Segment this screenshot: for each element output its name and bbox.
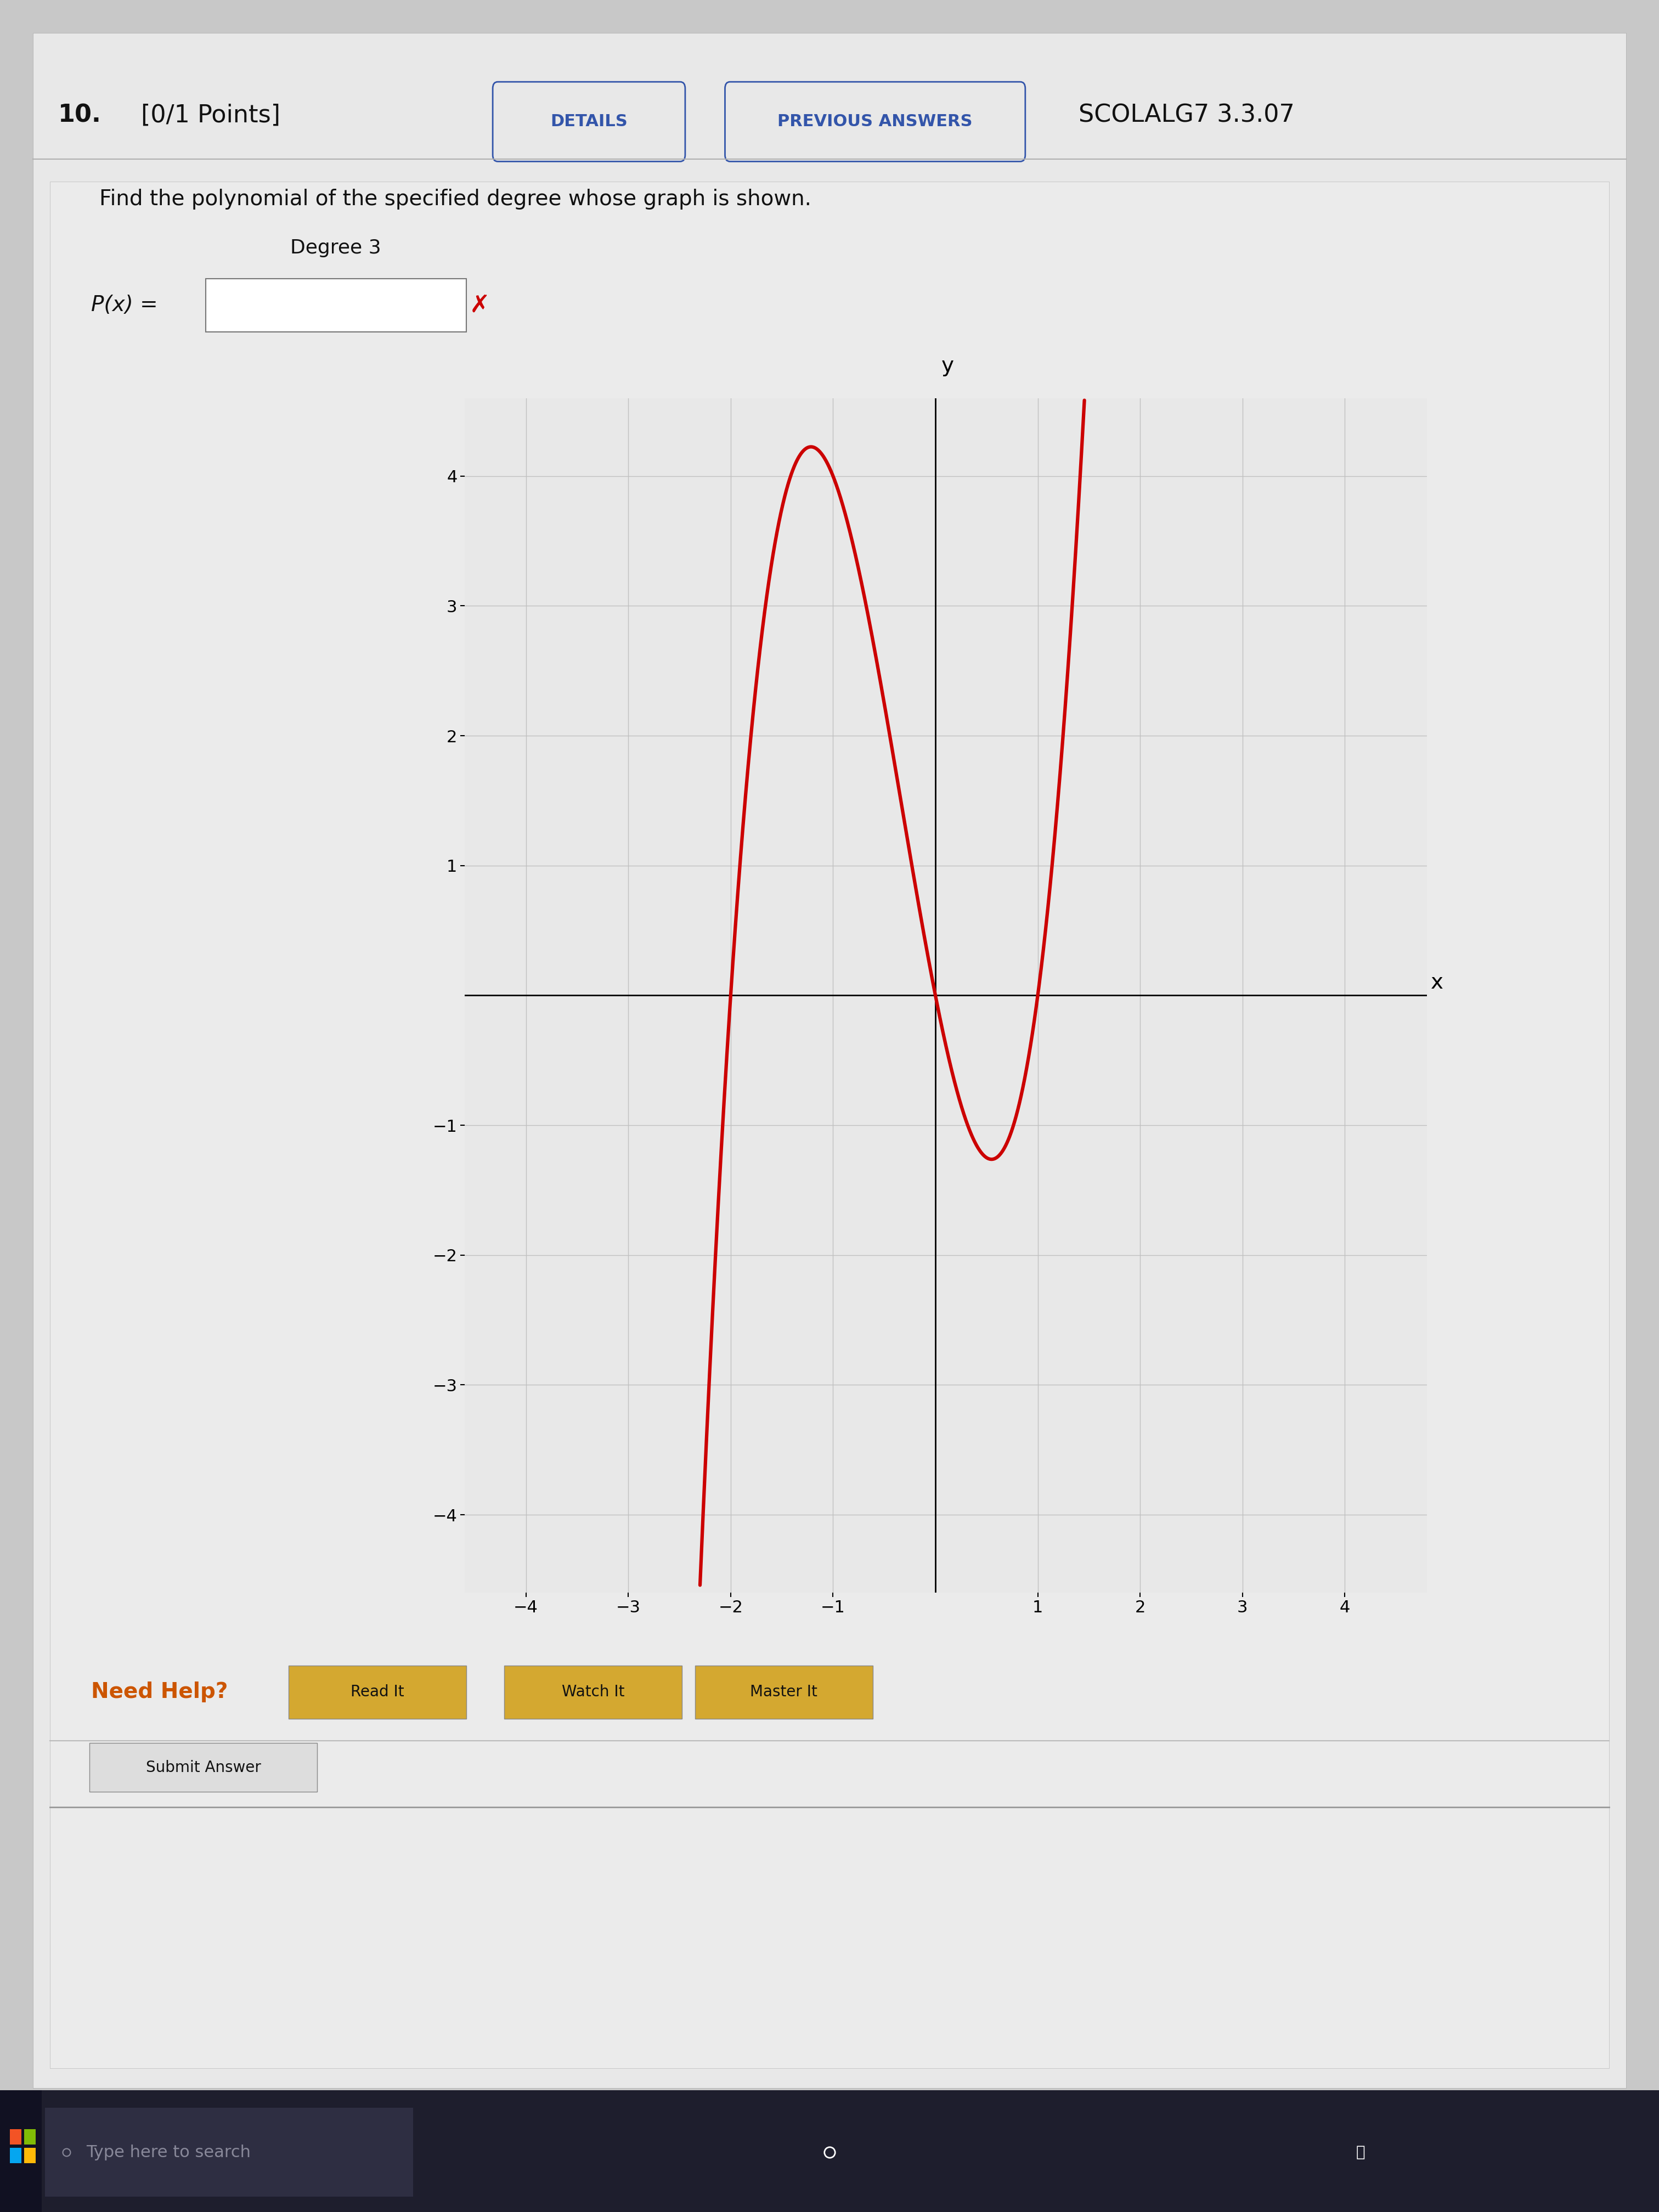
FancyBboxPatch shape — [50, 181, 1609, 2068]
Text: Type here to search: Type here to search — [86, 2143, 251, 2161]
Text: Master It: Master It — [750, 1686, 818, 1699]
FancyBboxPatch shape — [206, 279, 466, 332]
FancyBboxPatch shape — [33, 33, 1626, 2088]
FancyBboxPatch shape — [695, 1666, 873, 1719]
Text: Watch It: Watch It — [562, 1686, 624, 1699]
FancyBboxPatch shape — [23, 2128, 36, 2146]
FancyBboxPatch shape — [23, 2148, 36, 2163]
Text: P(x) =: P(x) = — [91, 294, 158, 316]
Text: [0/1 Points]: [0/1 Points] — [141, 104, 280, 126]
Text: ✗: ✗ — [469, 294, 489, 316]
Text: SCOLALG7 3.3.07: SCOLALG7 3.3.07 — [1078, 104, 1294, 126]
FancyBboxPatch shape — [504, 1666, 682, 1719]
FancyBboxPatch shape — [0, 2090, 1659, 2212]
FancyBboxPatch shape — [725, 82, 1025, 161]
Text: Read It: Read It — [350, 1686, 405, 1699]
FancyBboxPatch shape — [10, 2128, 22, 2146]
Text: Need Help?: Need Help? — [91, 1681, 227, 1703]
Text: Submit Answer: Submit Answer — [146, 1761, 260, 1774]
Text: Find the polynomial of the specified degree whose graph is shown.: Find the polynomial of the specified deg… — [100, 188, 811, 210]
Text: DETAILS: DETAILS — [551, 113, 627, 131]
FancyBboxPatch shape — [10, 2148, 22, 2163]
FancyBboxPatch shape — [0, 2090, 41, 2212]
Text: 目: 目 — [1355, 2146, 1365, 2159]
FancyBboxPatch shape — [289, 1666, 466, 1719]
Text: x: x — [1430, 971, 1443, 993]
Text: PREVIOUS ANSWERS: PREVIOUS ANSWERS — [778, 113, 972, 131]
FancyBboxPatch shape — [45, 2108, 413, 2197]
Text: y: y — [941, 356, 954, 376]
Text: 10.: 10. — [58, 104, 101, 126]
FancyBboxPatch shape — [493, 82, 685, 161]
FancyBboxPatch shape — [90, 1743, 317, 1792]
Text: Degree 3: Degree 3 — [290, 239, 382, 257]
